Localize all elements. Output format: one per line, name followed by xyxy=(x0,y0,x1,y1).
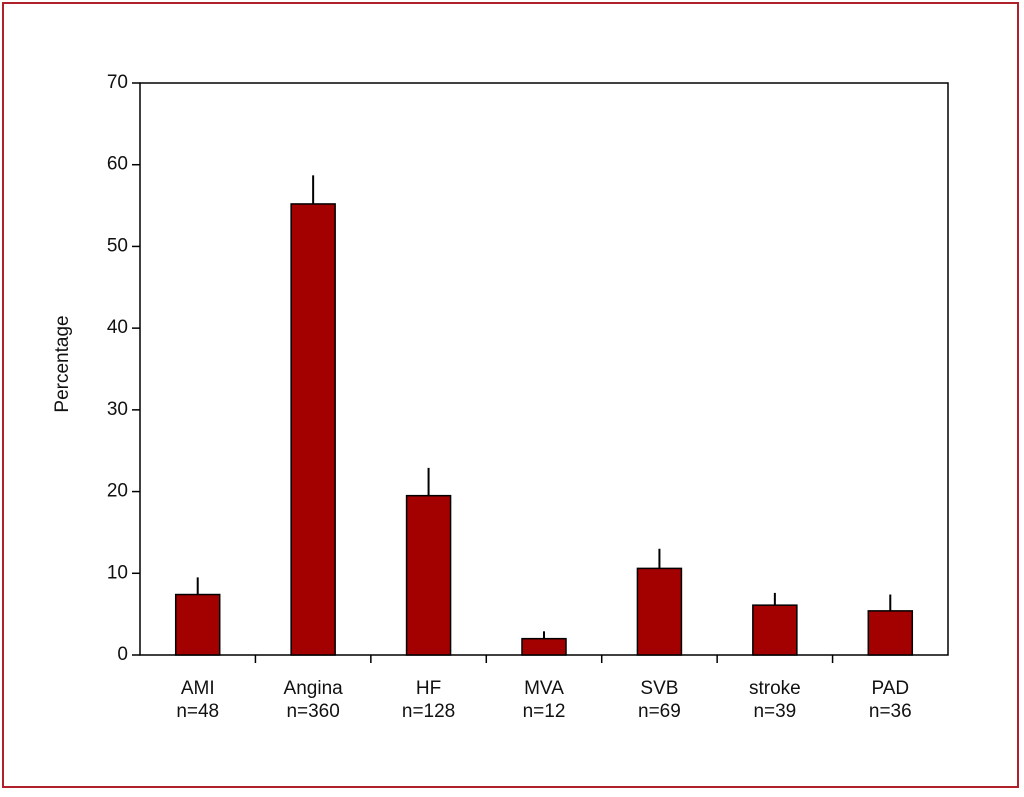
sample-size-label: n=36 xyxy=(869,701,912,722)
y-tick-label: 70 xyxy=(107,72,128,93)
x-tick-label: SVB xyxy=(640,678,678,699)
y-tick-label: 0 xyxy=(117,644,128,665)
y-axis-label: Percentage xyxy=(52,315,73,412)
y-tick-label: 40 xyxy=(107,317,128,338)
bar xyxy=(405,494,452,656)
bar xyxy=(867,610,914,656)
bar xyxy=(290,203,336,656)
bar xyxy=(636,567,683,656)
sample-size-label: n=128 xyxy=(402,701,455,722)
x-tick-label: PAD xyxy=(871,678,909,699)
bar xyxy=(521,637,567,656)
x-tick-label: stroke xyxy=(749,678,801,699)
sample-size-label: n=48 xyxy=(176,701,219,722)
x-tick-label: HF xyxy=(416,678,441,699)
sample-size-label: n=69 xyxy=(638,701,681,722)
y-tick-label: 10 xyxy=(107,562,128,583)
y-tick-label: 50 xyxy=(107,235,128,256)
x-tick-label: AMI xyxy=(181,678,215,699)
bar xyxy=(752,604,798,656)
sample-size-label: n=360 xyxy=(286,701,339,722)
y-tick-label: 60 xyxy=(107,154,128,175)
frame xyxy=(2,2,1019,788)
sample-size-label: n=39 xyxy=(753,701,796,722)
y-tick-label: 20 xyxy=(107,481,128,502)
plot-area xyxy=(139,82,949,656)
bar xyxy=(174,593,221,656)
x-tick-label: Angina xyxy=(284,678,344,699)
sample-size-label: n=12 xyxy=(523,701,566,722)
x-tick-label: MVA xyxy=(524,678,564,699)
y-tick-label: 30 xyxy=(107,399,128,420)
